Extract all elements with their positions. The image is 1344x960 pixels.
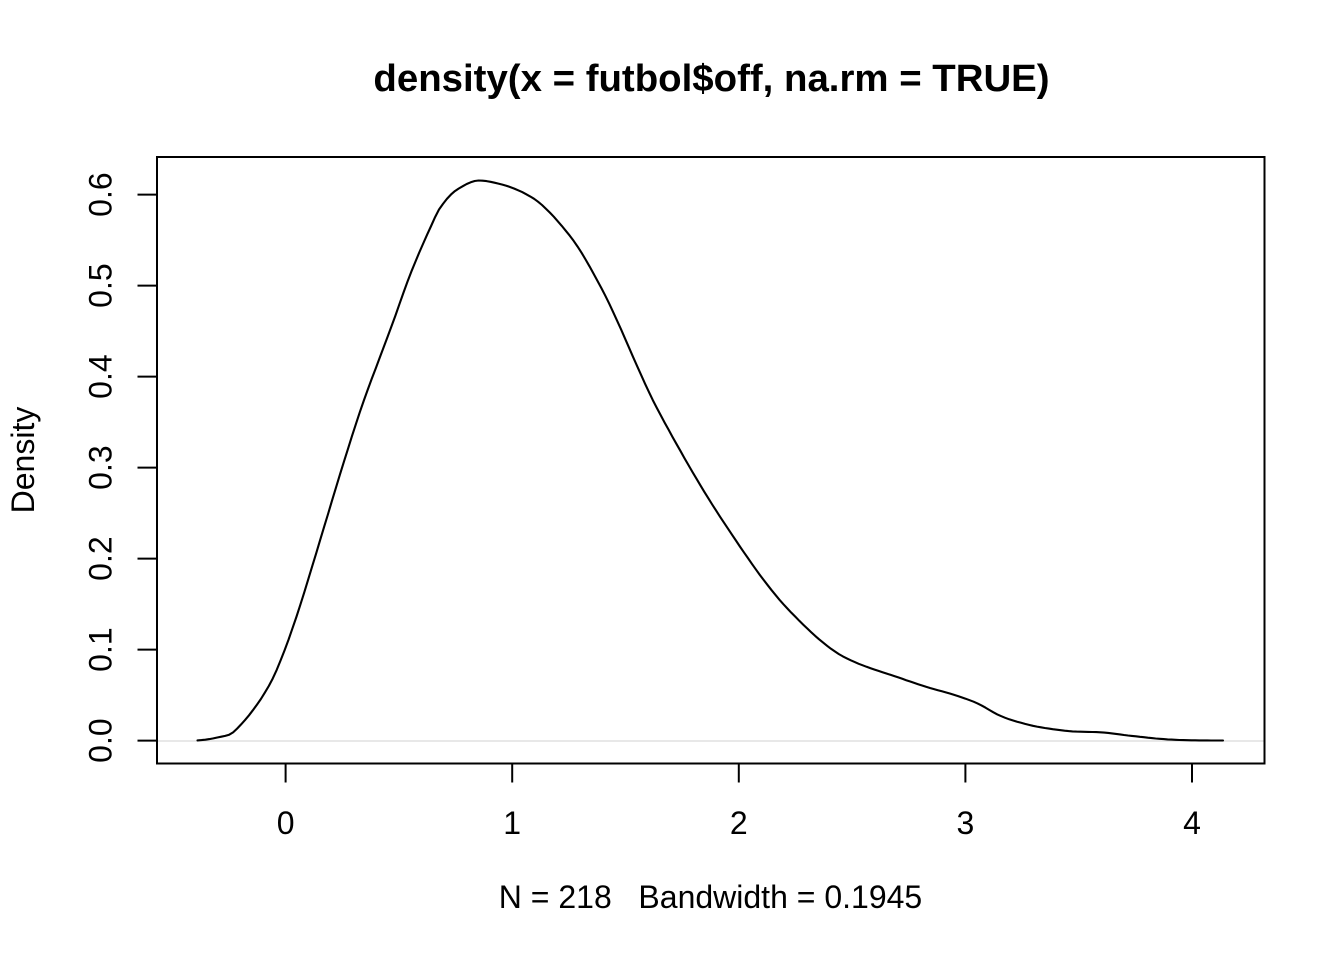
svg-text:0.6: 0.6	[83, 172, 119, 216]
svg-text:2: 2	[730, 805, 748, 841]
svg-text:0.4: 0.4	[83, 354, 119, 398]
svg-text:0.2: 0.2	[83, 536, 119, 580]
svg-text:4: 4	[1183, 805, 1201, 841]
svg-text:0.1: 0.1	[83, 627, 119, 671]
svg-text:3: 3	[957, 805, 975, 841]
svg-text:0: 0	[277, 805, 295, 841]
svg-text:0.5: 0.5	[83, 263, 119, 307]
svg-text:Density: Density	[5, 407, 41, 514]
svg-text:0.0: 0.0	[83, 718, 119, 762]
svg-text:0.3: 0.3	[83, 445, 119, 489]
svg-text:density(x = futbol$off, na.rm: density(x = futbol$off, na.rm = TRUE)	[373, 57, 1049, 100]
svg-text:1: 1	[503, 805, 521, 841]
svg-text:N = 218 Bandwidth = 0.1945: N = 218 Bandwidth = 0.1945	[499, 879, 922, 915]
